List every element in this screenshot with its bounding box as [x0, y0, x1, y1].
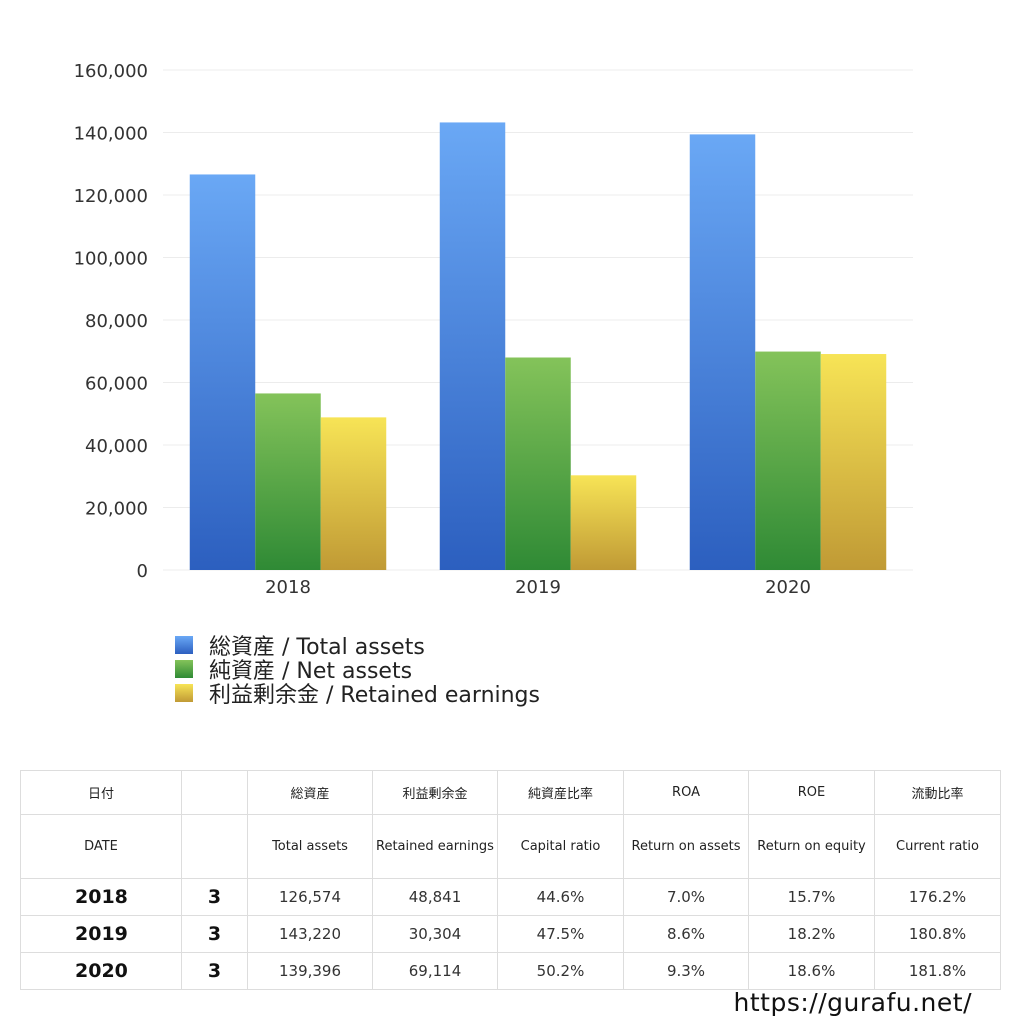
- y-tick-label: 140,000: [74, 124, 148, 145]
- legend: 総資産 / Total assets 純資産 / Net assets 利益剰余…: [175, 633, 540, 708]
- table-header-en: DATE Total assets Retained earnings Capi…: [20, 814, 1001, 879]
- y-tick-label: 120,000: [74, 186, 148, 207]
- table-row: 2019 3 143,220 30,304 47.5% 8.6% 18.2% 1…: [20, 915, 1001, 953]
- y-tick-label: 40,000: [85, 436, 148, 457]
- bar: [755, 351, 821, 570]
- y-tick-label: 160,000: [74, 61, 148, 82]
- table-cell: 176.2%: [874, 878, 1001, 916]
- header-cell: [181, 814, 248, 879]
- y-tick-label: 100,000: [74, 249, 148, 270]
- bar: [320, 417, 387, 570]
- x-tick-label: 2018: [265, 577, 311, 598]
- y-tick-label: 80,000: [85, 311, 148, 332]
- legend-item-net-assets: 純資産 / Net assets: [175, 657, 540, 684]
- bar: [505, 357, 571, 570]
- header-cell: 純資産比率: [497, 770, 624, 815]
- header-cell: DATE: [20, 814, 182, 879]
- financial-table: 日付 総資産 利益剰余金 純資産比率 ROA ROE 流動比率 DATE Tot…: [20, 770, 1001, 990]
- table-cell: 143,220: [247, 915, 373, 953]
- table-row: 2020 3 139,396 69,114 50.2% 9.3% 18.6% 1…: [20, 952, 1001, 990]
- x-tick-label: 2020: [765, 577, 811, 598]
- x-axis-ticks: 2018 2019 2020: [265, 577, 811, 598]
- bar: [820, 354, 887, 570]
- legend-swatch: [175, 636, 193, 654]
- legend-label: 純資産 / Net assets: [209, 659, 413, 684]
- table-cell: 44.6%: [497, 878, 624, 916]
- header-cell: Total assets: [247, 814, 373, 879]
- table-cell: 69,114: [372, 952, 498, 990]
- y-axis-ticks: 0 20,000 40,000 60,000 80,000 100,000 120,000 1…: [74, 61, 148, 582]
- header-cell: Retained earnings: [372, 814, 498, 879]
- table-cell: 181.8%: [874, 952, 1001, 990]
- row-month: 3: [181, 915, 248, 953]
- bar: [439, 122, 506, 570]
- table-cell: 48,841: [372, 878, 498, 916]
- legend-label: 利益剰余金 / Retained earnings: [209, 683, 540, 708]
- row-month: 3: [181, 952, 248, 990]
- bar-chart: 0 20,000 40,000 60,000 80,000 100,000 120,000 1…: [74, 61, 913, 598]
- legend-item-retained-earnings: 利益剰余金 / Retained earnings: [175, 681, 540, 708]
- x-tick-label: 2019: [515, 577, 561, 598]
- header-cell: [181, 770, 248, 815]
- header-cell: Current ratio: [874, 814, 1001, 879]
- table-cell: 7.0%: [623, 878, 749, 916]
- table-cell: 8.6%: [623, 915, 749, 953]
- row-year: 2019: [20, 915, 182, 953]
- header-cell: 日付: [20, 770, 182, 815]
- table-cell: 126,574: [247, 878, 373, 916]
- header-cell: 利益剰余金: [372, 770, 498, 815]
- y-tick-label: 20,000: [85, 499, 148, 520]
- row-month: 3: [181, 878, 248, 916]
- bar: [570, 475, 637, 570]
- bar: [689, 134, 756, 570]
- header-cell: Return on assets: [623, 814, 749, 879]
- header-cell: 流動比率: [874, 770, 1001, 815]
- header-cell: 総資産: [247, 770, 373, 815]
- header-cell: ROE: [748, 770, 875, 815]
- table-cell: 139,396: [247, 952, 373, 990]
- table-cell: 47.5%: [497, 915, 624, 953]
- y-tick-label: 0: [137, 561, 148, 582]
- table-row: 2018 3 126,574 48,841 44.6% 7.0% 15.7% 1…: [20, 878, 1001, 916]
- table-cell: 18.6%: [748, 952, 875, 990]
- table-cell: 18.2%: [748, 915, 875, 953]
- table-cell: 180.8%: [874, 915, 1001, 953]
- bar: [255, 393, 321, 570]
- legend-label: 総資産 / Total assets: [209, 635, 425, 660]
- header-cell: ROA: [623, 770, 749, 815]
- legend-swatch: [175, 684, 193, 702]
- table-cell: 30,304: [372, 915, 498, 953]
- site-url[interactable]: https://gurafu.net/: [733, 988, 972, 1017]
- header-cell: Capital ratio: [497, 814, 624, 879]
- table-header-jp: 日付 総資産 利益剰余金 純資産比率 ROA ROE 流動比率: [20, 770, 1001, 815]
- row-year: 2018: [20, 878, 182, 916]
- legend-swatch: [175, 660, 193, 678]
- y-tick-label: 60,000: [85, 374, 148, 395]
- bar: [189, 174, 256, 571]
- legend-item-total-assets: 総資産 / Total assets: [175, 633, 540, 660]
- table-cell: 50.2%: [497, 952, 624, 990]
- row-year: 2020: [20, 952, 182, 990]
- table-cell: 9.3%: [623, 952, 749, 990]
- table-cell: 15.7%: [748, 878, 875, 916]
- header-cell: Return on equity: [748, 814, 875, 879]
- bars: [189, 122, 887, 571]
